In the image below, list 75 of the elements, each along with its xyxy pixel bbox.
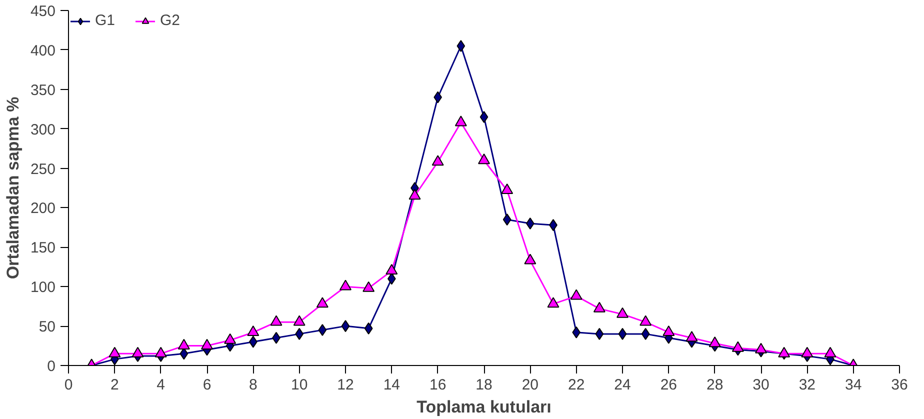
- point: [454, 116, 467, 126]
- y-tick-label: 200: [30, 200, 56, 218]
- point: [178, 338, 190, 350]
- legend-label: G2: [160, 12, 180, 29]
- point: [224, 333, 236, 344]
- point: [318, 324, 327, 336]
- point: [778, 346, 790, 358]
- point: [616, 307, 628, 318]
- x-tick-label: 18: [476, 376, 492, 394]
- y-tick-label: 150: [30, 240, 56, 257]
- point: [732, 341, 744, 352]
- point: [432, 155, 444, 166]
- y-tick-label: 0: [47, 358, 56, 375]
- x-tick-label: 30: [752, 376, 770, 394]
- point: [386, 264, 398, 275]
- y-tick-label: 100: [30, 279, 56, 296]
- point: [641, 328, 650, 340]
- x-tick-label: 20: [522, 376, 539, 394]
- y-axis-title: Ortalamadan sapma %: [3, 96, 22, 280]
- x-tick-label: 24: [614, 376, 631, 394]
- x-tick-label: 6: [202, 376, 212, 394]
- point: [364, 322, 373, 334]
- y-tick-label: 50: [38, 318, 56, 336]
- point: [708, 336, 721, 348]
- point: [662, 326, 675, 336]
- x-axis-title: Toplama kutuları: [416, 398, 552, 416]
- point: [618, 328, 627, 340]
- point: [132, 346, 144, 358]
- point: [640, 315, 652, 326]
- point: [316, 297, 328, 308]
- point: [547, 297, 560, 308]
- point: [293, 315, 306, 326]
- x-tick-label: 26: [660, 376, 678, 394]
- point: [501, 184, 514, 194]
- point: [502, 214, 512, 226]
- x-tick-label: 32: [798, 376, 816, 394]
- y-tick-label: 350: [30, 82, 56, 99]
- point: [247, 326, 260, 336]
- point: [524, 254, 536, 264]
- point: [154, 346, 167, 358]
- y-tick-label: 250: [30, 160, 56, 178]
- point: [595, 328, 604, 340]
- point: [408, 189, 421, 200]
- x-tick-label: 28: [706, 376, 724, 394]
- x-tick-label: 4: [156, 376, 166, 394]
- point: [341, 320, 350, 332]
- point: [526, 218, 534, 230]
- y-tick-label: 400: [30, 42, 56, 60]
- x-tick-label: 22: [568, 376, 585, 394]
- y-tick-label: 450: [30, 3, 56, 20]
- point: [456, 40, 466, 52]
- point: [478, 154, 490, 164]
- y-tick-label: 300: [30, 121, 56, 138]
- point: [593, 302, 606, 312]
- point: [201, 338, 213, 350]
- point: [755, 342, 767, 354]
- point: [686, 331, 698, 342]
- x-tick-label: 36: [891, 376, 908, 394]
- point: [801, 346, 814, 358]
- x-tick-label: 14: [383, 376, 400, 394]
- point: [570, 289, 582, 300]
- point: [108, 346, 121, 358]
- point: [480, 111, 488, 123]
- x-tick-label: 2: [110, 376, 119, 394]
- point: [824, 346, 836, 358]
- x-tick-label: 12: [337, 376, 354, 394]
- point: [340, 280, 352, 290]
- legend-label: G1: [95, 12, 116, 29]
- x-tick-label: 8: [248, 376, 258, 394]
- point: [270, 315, 282, 326]
- x-tick-label: 34: [844, 376, 862, 394]
- x-tick-label: 16: [429, 376, 446, 394]
- point: [362, 281, 375, 292]
- x-tick-label: 0: [64, 376, 73, 394]
- x-tick-label: 10: [290, 376, 308, 394]
